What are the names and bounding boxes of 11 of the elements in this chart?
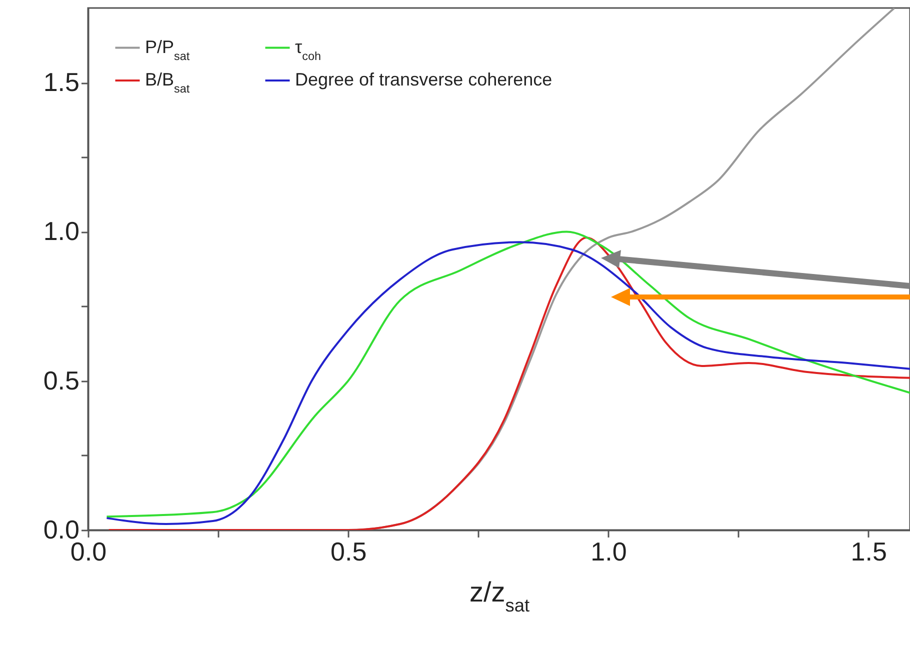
y-tick-label: 1.0 [43, 216, 80, 246]
x-tick-label: 1.5 [850, 536, 887, 566]
legend-label: B/B$_{sat}$ [145, 70, 190, 95]
legend-label: P/P$_{sat}$ [145, 36, 190, 62]
x-tick-label: 1.0 [590, 536, 627, 566]
legend-label: τ$_{coh}$ [295, 36, 321, 62]
legend-label: Degree of transverse coherence [295, 70, 552, 90]
x-tick-label: 0.5 [330, 536, 367, 566]
y-tick-label: 0.5 [43, 365, 80, 396]
y-tick-label: 1.5 [43, 67, 80, 98]
x-axis-title: z/z$_{sat}$ [469, 576, 530, 616]
